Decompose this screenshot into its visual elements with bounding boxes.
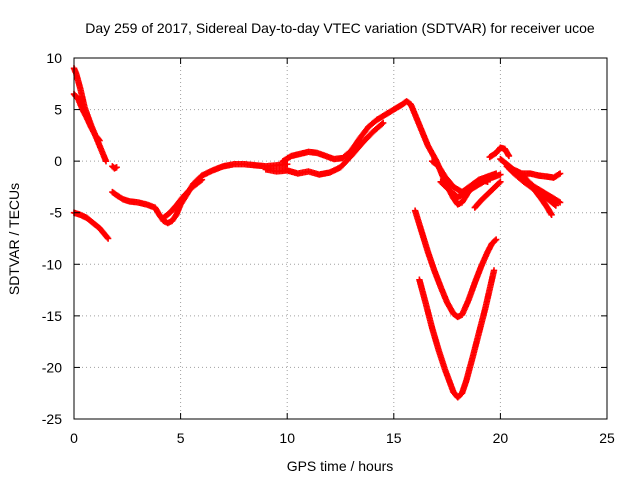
grid-lines xyxy=(74,58,607,419)
y-tick-label: 0 xyxy=(54,153,62,169)
data-point xyxy=(555,171,563,178)
y-tick-label: -20 xyxy=(42,359,62,375)
series-track-r xyxy=(416,267,498,401)
y-tick-label: -10 xyxy=(42,256,62,272)
data-point xyxy=(95,136,102,143)
x-tick-label: 10 xyxy=(279,430,295,446)
series-track-j xyxy=(428,157,500,196)
x-tick-label: 25 xyxy=(599,430,615,446)
x-axis-title: GPS time / hours xyxy=(287,458,394,474)
data-point xyxy=(104,234,111,241)
series-track-k xyxy=(471,178,504,211)
series-track-a xyxy=(70,65,110,165)
axis-ticks: 0 5 10 15 20 25 -25 -20 -15 -10 -5 0 5 10 xyxy=(42,50,615,446)
y-tick-label: 5 xyxy=(54,102,62,118)
x-tick-label: 20 xyxy=(493,430,509,446)
plot-frame xyxy=(73,57,608,420)
series-track-q xyxy=(411,207,500,321)
y-axis-title: SDTVAR / TECUs xyxy=(6,183,22,295)
data-point xyxy=(505,152,513,160)
data-point xyxy=(96,137,103,144)
chart-title: Day 259 of 2017, Sidereal Day-to-day VTE… xyxy=(85,20,595,36)
series-track-c xyxy=(109,163,120,172)
y-tick-label: 10 xyxy=(46,50,62,66)
data-point xyxy=(492,170,500,177)
series-track-e xyxy=(109,161,291,227)
data-point xyxy=(496,179,503,187)
series-track-l xyxy=(486,144,513,161)
data-point xyxy=(490,267,498,274)
data-point xyxy=(497,171,504,178)
data-points xyxy=(70,65,564,401)
data-point xyxy=(102,157,110,165)
data-point xyxy=(556,170,564,177)
data-point xyxy=(379,119,387,127)
x-tick-label: 15 xyxy=(386,430,402,446)
series-track-p xyxy=(518,170,555,218)
series-track-d xyxy=(70,209,112,242)
series-track-h xyxy=(262,119,387,178)
y-tick-label: -5 xyxy=(50,205,63,221)
data-point xyxy=(197,177,204,184)
series-track-f xyxy=(160,176,206,222)
data-point xyxy=(198,176,206,183)
data-point xyxy=(113,164,120,171)
y-tick-label: -25 xyxy=(42,411,62,427)
y-tick-label: -15 xyxy=(42,308,62,324)
data-point xyxy=(556,199,564,206)
data-point xyxy=(491,237,499,244)
data-point xyxy=(492,236,500,243)
x-tick-label: 0 xyxy=(70,430,78,446)
data-point xyxy=(497,178,504,185)
data-point xyxy=(104,235,112,242)
data-point xyxy=(378,120,386,128)
data-point xyxy=(548,211,555,218)
series-track-b xyxy=(70,90,103,144)
x-tick-label: 5 xyxy=(177,430,185,446)
